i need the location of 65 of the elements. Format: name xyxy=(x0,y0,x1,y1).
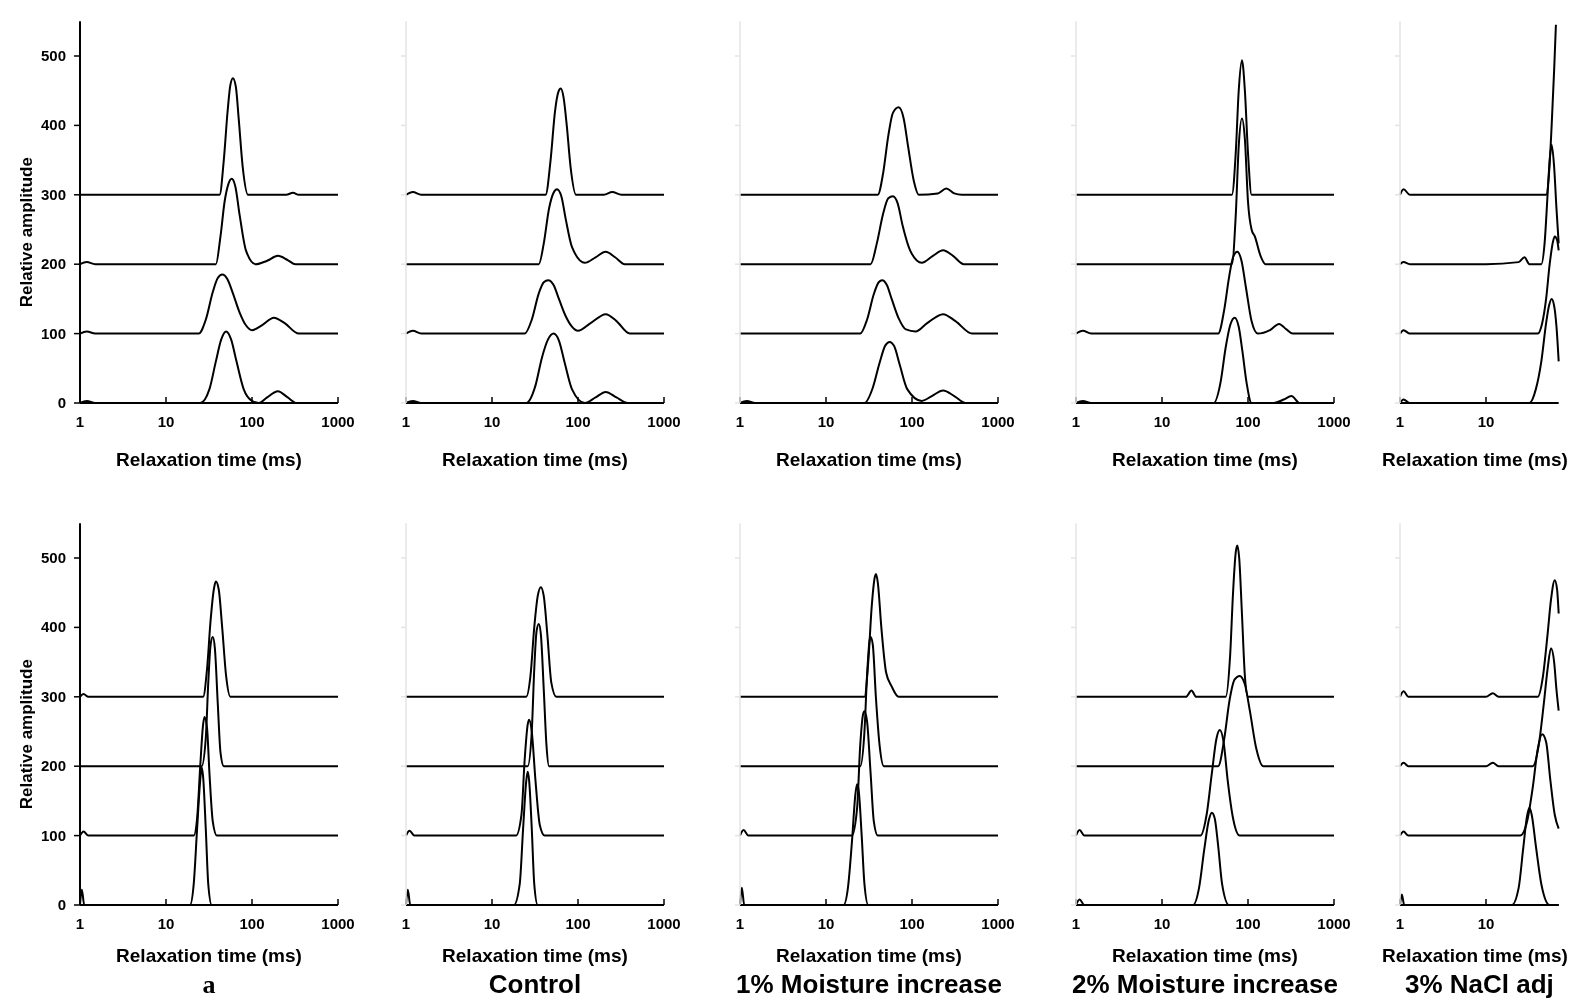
x-tick-label: 1 xyxy=(735,915,745,932)
text: a xyxy=(202,970,216,998)
x-axis-title: Relaxation time (ms) xyxy=(442,945,628,966)
text: 1% Moisture increase xyxy=(736,969,1002,998)
y-tick-label: 300 xyxy=(40,185,66,203)
x-axis-title: Relaxation time (ms) xyxy=(1382,449,1568,470)
x-tick-label: 1 xyxy=(75,413,85,430)
x-tick-label: 100 xyxy=(899,413,925,430)
y-tick-label: 400 xyxy=(40,116,66,134)
x-tick-label: 100 xyxy=(565,413,591,430)
y-tick-label: 100 xyxy=(40,826,66,844)
x-tick-label: 1000 xyxy=(1317,413,1351,430)
y-tick-label: 500 xyxy=(40,549,66,566)
x-tick-label: 1 xyxy=(1395,413,1405,430)
x-tick-label: 100 xyxy=(899,915,925,932)
x-tick-label: 100 xyxy=(239,413,265,430)
x-tick-label: 10 xyxy=(1477,915,1495,932)
x-tick-label: 10 xyxy=(1477,413,1495,430)
x-tick-label: 1 xyxy=(75,915,85,932)
x-tick-label: 100 xyxy=(1235,915,1261,932)
y-tick-label: 100 xyxy=(40,324,66,342)
text: 3% NaCl adj xyxy=(1404,969,1554,998)
x-axis-title: Relaxation time (ms) xyxy=(1112,449,1298,470)
x-axis-title: Relaxation time (ms) xyxy=(776,945,962,966)
x-tick-label: 100 xyxy=(565,915,591,932)
x-tick-label: 10 xyxy=(817,915,835,932)
y-tick-label: 0 xyxy=(57,896,66,913)
x-tick-label: 10 xyxy=(157,915,175,932)
x-axis-title: Relaxation time (ms) xyxy=(116,945,302,966)
y-axis-title: Relative amplitude xyxy=(17,659,36,810)
y-tick-label: 200 xyxy=(40,255,66,273)
x-tick-label: 1 xyxy=(1395,915,1405,932)
x-tick-label: 100 xyxy=(239,915,265,932)
y-tick-label: 0 xyxy=(57,394,66,411)
x-tick-label: 10 xyxy=(817,413,835,430)
x-tick-label: 1000 xyxy=(1317,915,1351,932)
x-tick-label: 1000 xyxy=(981,413,1015,430)
x-axis-title: Relaxation time (ms) xyxy=(776,449,962,470)
x-tick-label: 100 xyxy=(1235,413,1261,430)
x-axis-title: Relaxation time (ms) xyxy=(442,449,628,470)
x-tick-label: 1 xyxy=(1071,915,1081,932)
text: Control xyxy=(488,969,582,998)
x-axis-title: Relaxation time (ms) xyxy=(1112,945,1298,966)
y-tick-label: 300 xyxy=(40,687,66,705)
x-tick-label: 1 xyxy=(1071,413,1081,430)
x-tick-label: 1000 xyxy=(647,915,681,932)
x-tick-label: 1000 xyxy=(321,915,355,932)
y-tick-label: 500 xyxy=(40,47,66,64)
x-tick-label: 10 xyxy=(157,413,175,430)
x-tick-label: 1 xyxy=(401,915,411,932)
x-axis-title: Relaxation time (ms) xyxy=(116,449,302,470)
y-axis-title: Relative amplitude xyxy=(17,157,36,308)
x-tick-label: 1000 xyxy=(981,915,1015,932)
y-tick-label: 400 xyxy=(40,618,66,636)
x-tick-label: 1000 xyxy=(647,413,681,430)
x-tick-label: 1 xyxy=(735,413,745,430)
x-tick-label: 1000 xyxy=(321,413,355,430)
x-axis-title: Relaxation time (ms) xyxy=(1382,945,1568,966)
x-tick-label: 10 xyxy=(483,413,501,430)
x-tick-label: 1 xyxy=(401,413,411,430)
x-tick-label: 10 xyxy=(1153,413,1171,430)
y-tick-label: 200 xyxy=(40,757,66,775)
x-tick-label: 10 xyxy=(483,915,501,932)
text: 2% Moisture increase xyxy=(1072,969,1338,998)
x-tick-label: 10 xyxy=(1153,915,1171,932)
